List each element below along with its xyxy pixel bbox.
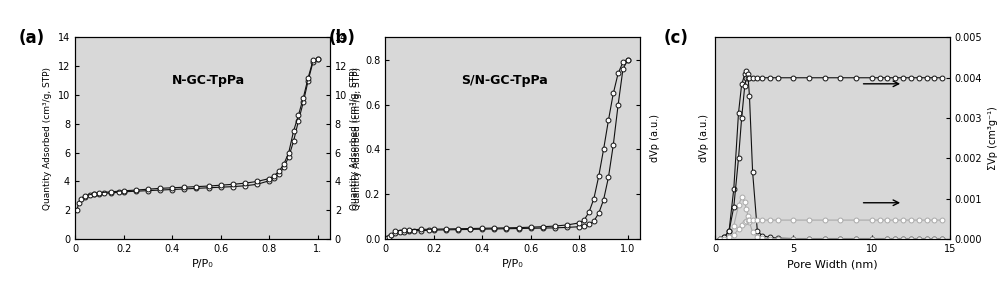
Y-axis label: Quantity Adsorbed (cm³/g, STP): Quantity Adsorbed (cm³/g, STP) (353, 67, 362, 210)
X-axis label: P/P₀: P/P₀ (502, 259, 523, 270)
Text: (c): (c) (663, 29, 688, 48)
Y-axis label: Quantity Adsorbed (cm³/g, STP): Quantity Adsorbed (cm³/g, STP) (350, 67, 359, 210)
Text: S/N-GC-TpPa: S/N-GC-TpPa (462, 74, 548, 87)
Y-axis label: dVp (a.u.): dVp (a.u.) (650, 114, 660, 162)
Y-axis label: ΣVp (cm³g⁻¹): ΣVp (cm³g⁻¹) (988, 106, 998, 170)
Text: (b): (b) (329, 29, 356, 48)
Text: N-GC-TpPa: N-GC-TpPa (172, 74, 245, 87)
Text: (a): (a) (19, 29, 45, 48)
X-axis label: P/P₀: P/P₀ (192, 259, 213, 270)
X-axis label: Pore Width (nm): Pore Width (nm) (787, 259, 878, 270)
Y-axis label: Quantity Adsorbed (cm³/g, STP): Quantity Adsorbed (cm³/g, STP) (43, 67, 52, 210)
Y-axis label: dVp (a.u.): dVp (a.u.) (699, 114, 709, 162)
